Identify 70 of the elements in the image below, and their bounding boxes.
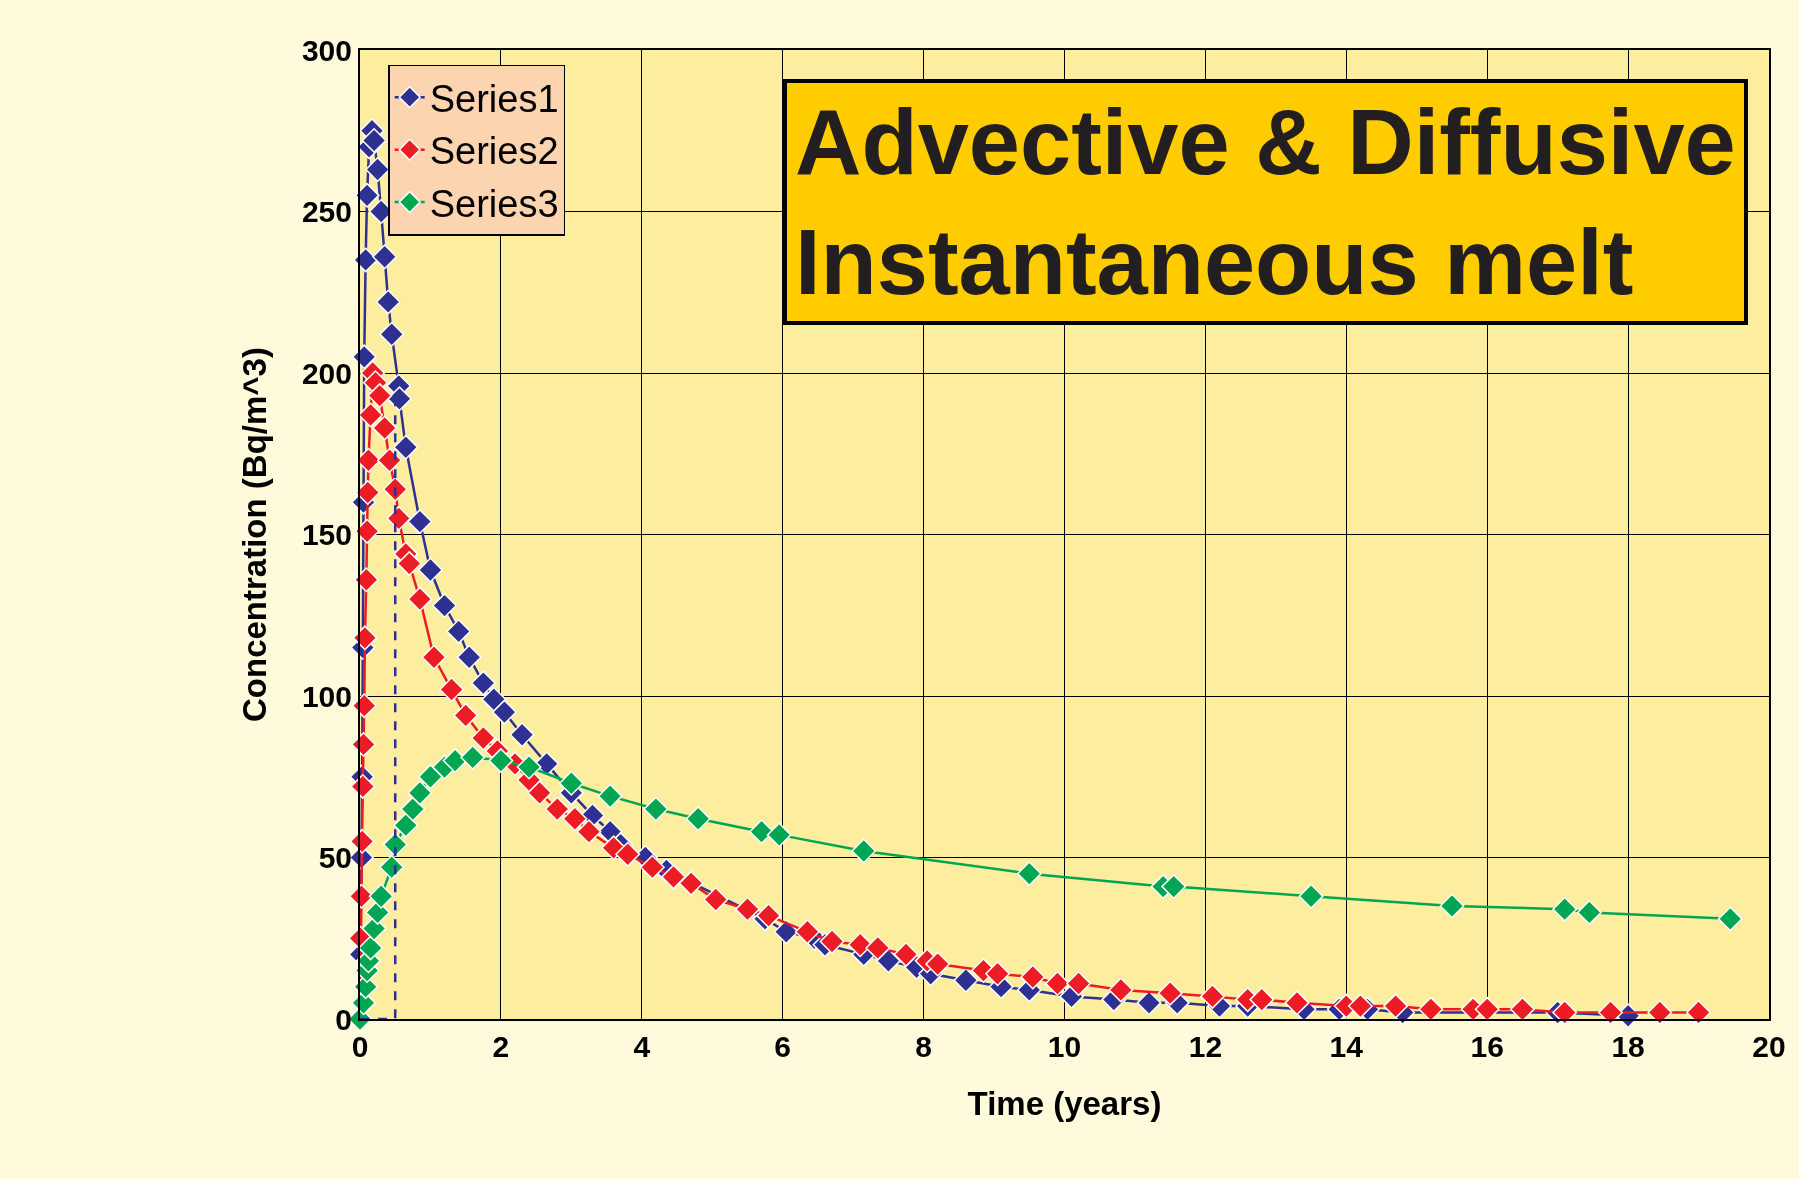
point [372, 244, 398, 270]
point [1576, 899, 1602, 925]
x-tick-label: 16 [1470, 1030, 1504, 1063]
point [354, 182, 380, 208]
point [460, 744, 486, 770]
point [387, 386, 412, 412]
point [597, 783, 623, 809]
x-axis-title: Time (years) [967, 1085, 1162, 1123]
point [953, 967, 979, 993]
point [400, 796, 426, 822]
point [365, 157, 391, 182]
point [643, 796, 669, 822]
point [393, 812, 419, 838]
point [379, 321, 405, 347]
point [442, 748, 468, 774]
point [749, 819, 775, 845]
point [488, 748, 514, 774]
point [418, 557, 443, 583]
point [375, 289, 401, 315]
y-tick-label: 100 [301, 679, 352, 713]
point [685, 806, 711, 832]
point [1136, 990, 1162, 1016]
point [407, 780, 433, 806]
point [470, 670, 496, 696]
point [358, 935, 384, 961]
point [491, 699, 517, 725]
legend-label: Series2 [429, 130, 559, 173]
point [766, 822, 792, 848]
x-tick-label: 18 [1611, 1030, 1645, 1063]
point [509, 722, 535, 748]
x-tick-label: 6 [774, 1030, 792, 1063]
x-tick-label: 12 [1188, 1030, 1223, 1063]
y-tick-label: 250 [301, 195, 352, 228]
y-tick-label: 50 [318, 841, 352, 874]
point [446, 618, 472, 644]
x-tick-label: 4 [633, 1030, 651, 1063]
point [851, 838, 877, 864]
point [558, 770, 584, 796]
x-tick-label: 2 [492, 1030, 510, 1063]
y-tick-label: 150 [301, 518, 352, 551]
y-tick-label: 200 [301, 356, 352, 390]
point [1016, 861, 1042, 887]
point [361, 127, 387, 153]
point [368, 883, 394, 909]
point [393, 434, 419, 460]
point [432, 593, 457, 619]
point [481, 686, 507, 712]
point [1298, 883, 1324, 909]
y-axis-title: Concentration (Bq/m^3) [236, 347, 274, 722]
point [1552, 896, 1578, 922]
point [456, 644, 482, 670]
point [1717, 906, 1743, 932]
point [361, 916, 387, 942]
legend-label: Series1 [429, 78, 559, 121]
x-tick-label: 8 [915, 1030, 932, 1063]
point [353, 247, 379, 273]
text: Advective & Diffusive Instantaneous melt [795, 91, 1736, 313]
point [418, 764, 443, 790]
point [1161, 874, 1187, 900]
point [1439, 893, 1465, 919]
point [382, 832, 408, 858]
x-tick-label: 20 [1752, 1030, 1786, 1063]
point [516, 754, 542, 780]
y-tick-label: 0 [335, 1002, 352, 1036]
y-tick-label: 300 [301, 33, 352, 67]
x-tick-label: 10 [1047, 1030, 1082, 1063]
legend-label: Series3 [429, 182, 559, 225]
point [379, 854, 405, 880]
x-tick-label: 14 [1329, 1030, 1364, 1063]
point [407, 509, 433, 535]
